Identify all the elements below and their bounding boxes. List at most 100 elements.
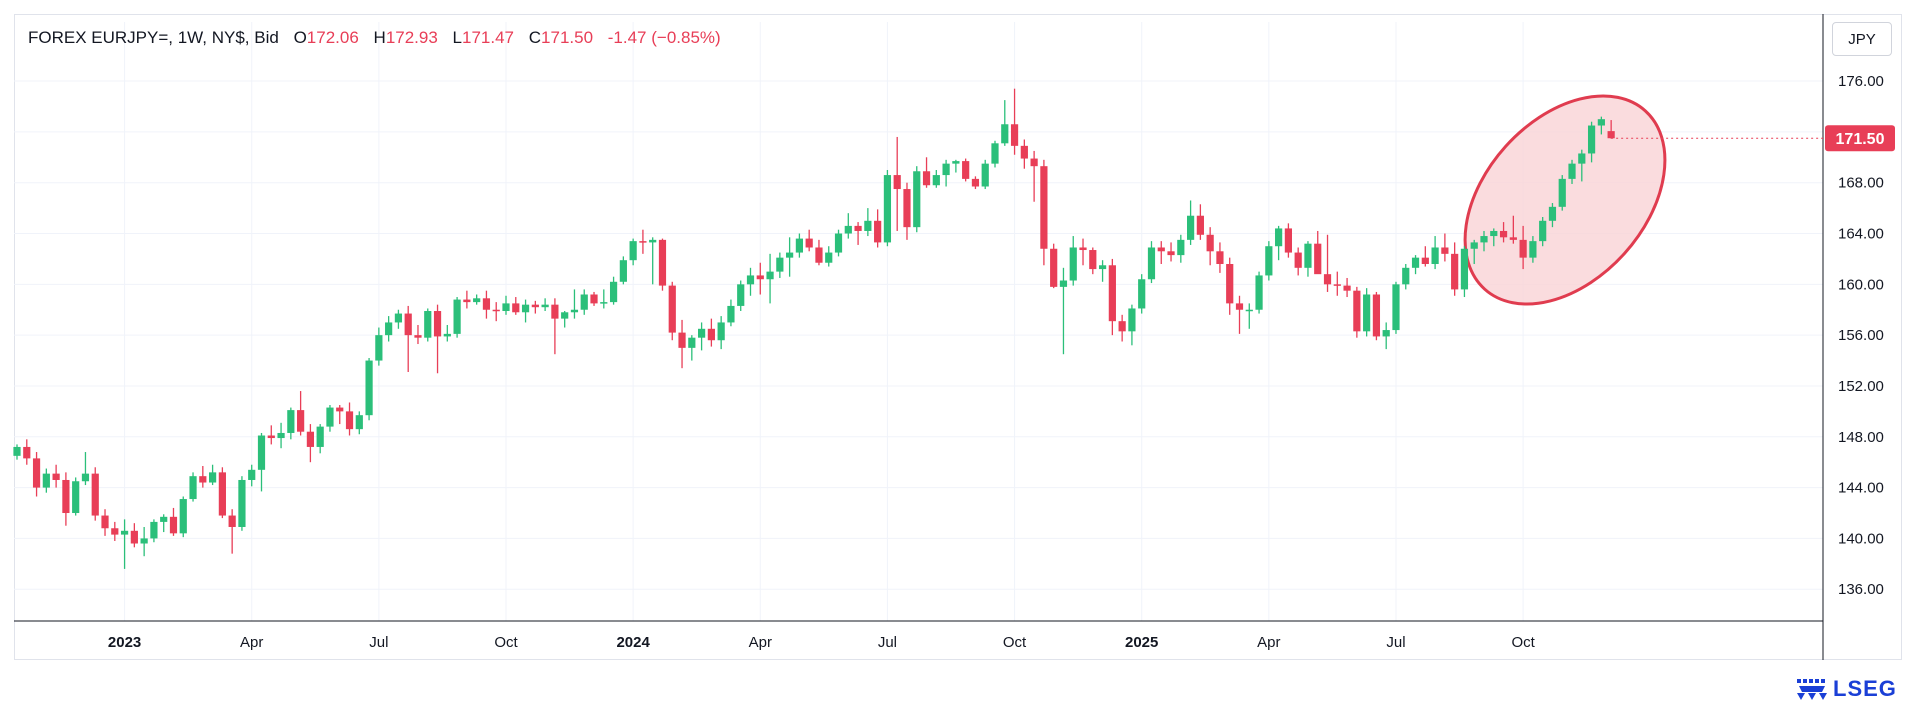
lseg-emblem-icon <box>1797 679 1827 700</box>
y-tick-label: 152.00 <box>1838 378 1884 395</box>
candle-body <box>1587 125 1596 154</box>
candle-body <box>1187 215 1195 240</box>
candle-body <box>981 163 989 187</box>
candle-body <box>1323 274 1332 285</box>
open-label: O <box>293 28 307 47</box>
x-tick-label: Apr <box>1257 634 1280 651</box>
candle-body <box>316 426 324 447</box>
candle-body <box>1597 119 1605 126</box>
candle-body <box>521 304 530 313</box>
candle-body <box>746 275 755 285</box>
candle-body <box>257 435 266 470</box>
candle-body <box>805 238 813 248</box>
x-tick-label: Jul <box>369 634 388 651</box>
candle-body <box>473 298 481 303</box>
candle-body <box>414 335 422 338</box>
candle-body <box>1382 330 1390 337</box>
candle-body <box>140 538 148 544</box>
candle-body <box>649 239 657 243</box>
axes-layer: 136.00 140.00 144.00 148.00 152.00 156.00 160.… <box>14 14 1895 660</box>
high-label: H <box>373 28 386 47</box>
candle-body <box>130 530 138 544</box>
x-tick-label: Oct <box>494 634 518 651</box>
candle-body <box>13 446 21 456</box>
candle-body <box>883 175 892 243</box>
candle-body <box>541 304 549 308</box>
candle-body <box>609 281 618 303</box>
candle-body <box>199 476 207 483</box>
candle-body <box>1490 230 1498 237</box>
candle-body <box>1275 228 1283 247</box>
candle-body <box>1539 220 1547 242</box>
candle-body <box>394 313 403 323</box>
candle-body <box>81 473 90 482</box>
candle-body <box>1245 309 1253 312</box>
candle-body <box>1568 163 1576 179</box>
candle-body <box>1128 308 1136 332</box>
candle-body <box>1529 241 1537 258</box>
candle-body <box>23 446 31 459</box>
candle-body <box>658 239 667 286</box>
candle-body <box>179 499 187 534</box>
candle-body <box>424 311 432 338</box>
candle-body <box>1284 228 1292 253</box>
y-tick-label: 160.00 <box>1838 276 1884 293</box>
candle-body <box>32 458 41 488</box>
candle-body <box>776 257 784 272</box>
candle-body <box>1548 206 1557 221</box>
candle-body <box>111 528 119 535</box>
candle-body <box>1059 280 1068 287</box>
candle-body <box>345 411 354 430</box>
candle-body <box>1333 284 1341 286</box>
y-tick-label: 156.00 <box>1838 327 1884 344</box>
x-tick-label: 2023 <box>108 634 141 651</box>
last-price-badge <box>1825 125 1895 152</box>
candle-body <box>1206 234 1214 252</box>
candle-body <box>1353 290 1361 332</box>
candle-body <box>91 473 99 516</box>
candle-body <box>1314 243 1322 275</box>
candle-body <box>1441 247 1449 254</box>
candle-body <box>668 285 676 333</box>
low-label: L <box>452 28 463 47</box>
candle-body <box>1392 284 1400 331</box>
candle-body <box>1431 247 1439 265</box>
candle-body <box>1079 247 1087 251</box>
candle-body <box>1216 251 1224 265</box>
candle-body <box>238 479 246 527</box>
candle-body <box>766 271 774 280</box>
y-tick-label: 168.00 <box>1838 175 1884 192</box>
candle-body <box>150 521 158 539</box>
candle-body <box>1558 178 1566 207</box>
x-tick-label: 2024 <box>616 634 650 651</box>
candle-body <box>1499 230 1508 238</box>
candle-body <box>1451 253 1459 290</box>
candle-body <box>1226 264 1234 304</box>
candle-body <box>952 161 960 164</box>
candle-body <box>1147 247 1156 280</box>
candle-body <box>120 530 129 535</box>
candle-body <box>531 304 539 308</box>
candle-body <box>62 479 70 514</box>
candle-body <box>287 410 295 433</box>
y-tick-label: 176.00 <box>1838 73 1884 90</box>
close-label: C <box>528 28 542 47</box>
candle-body <box>443 333 451 337</box>
candle-body <box>1470 242 1478 249</box>
candle-body <box>306 431 314 447</box>
candle-body <box>1138 279 1146 309</box>
candle-body <box>433 311 442 337</box>
candle-body <box>922 171 931 186</box>
candle-body <box>297 410 305 432</box>
candle-body <box>42 473 50 488</box>
candle-body <box>404 313 412 336</box>
currency-button[interactable]: JPY <box>1832 22 1892 56</box>
y-tick-label: 136.00 <box>1838 581 1884 598</box>
candle-body <box>756 275 764 280</box>
close-value: 171.50 <box>541 28 594 47</box>
candle-body <box>629 241 637 261</box>
open-value: 172.06 <box>306 28 359 47</box>
candle-body <box>942 163 950 176</box>
candle-body <box>1020 145 1028 159</box>
